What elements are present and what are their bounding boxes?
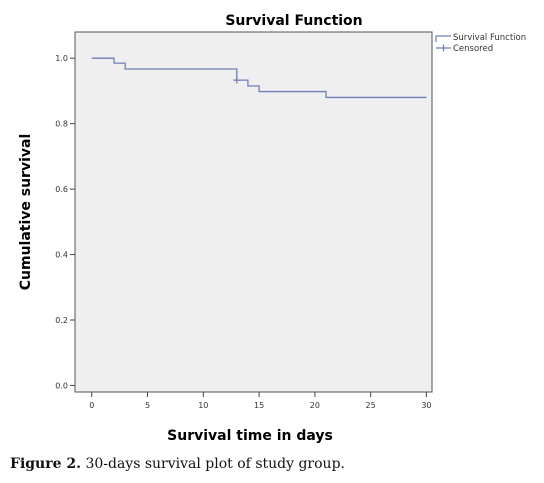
legend-swatch-censored [436, 44, 451, 52]
chart-title: Survival Function [225, 13, 362, 29]
y-tick-label: 0.6 [55, 185, 68, 194]
legend-label-censored: Censored [453, 44, 493, 54]
y-tick-label: 1.0 [55, 54, 68, 63]
x-tick-label: 30 [421, 401, 431, 410]
legend-label-survival-function: Survival Function [453, 33, 526, 43]
x-tick-label: 10 [198, 401, 208, 410]
x-axis: 0 5 10 15 20 25 30 [89, 392, 432, 410]
caption-text: 30-days survival plot of study group. [81, 456, 345, 472]
series-layer [91, 57, 427, 99]
legend-swatch-survival-function [435, 35, 451, 42]
figure-caption: Figure 2. 30-days survival plot of study… [10, 456, 345, 472]
plot-area [74, 31, 433, 393]
x-tick-label: 25 [366, 401, 376, 410]
x-tick-label: 15 [254, 401, 264, 410]
x-tick-label: 5 [145, 401, 150, 410]
y-tick-label: 0.4 [55, 251, 68, 260]
y-tick-label: 0.0 [55, 381, 68, 390]
y-axis-label: Cumulative survival [18, 134, 34, 291]
y-axis: 0.0 0.2 0.4 0.6 0.8 1.0 [55, 54, 75, 390]
x-axis-label: Survival time in days [167, 428, 333, 444]
caption-label: Figure 2. [10, 456, 81, 472]
censored-marker [233, 76, 241, 84]
survival-function-line [91, 57, 427, 99]
survival-chart: Survival Function 0.0 0.2 0.4 0.6 0.8 1.0 0 5 1… [18, 13, 526, 444]
x-tick-label: 0 [89, 401, 94, 410]
y-tick-label: 0.2 [55, 316, 68, 325]
y-tick-label: 0.8 [55, 120, 68, 129]
x-tick-label: 20 [310, 401, 320, 410]
